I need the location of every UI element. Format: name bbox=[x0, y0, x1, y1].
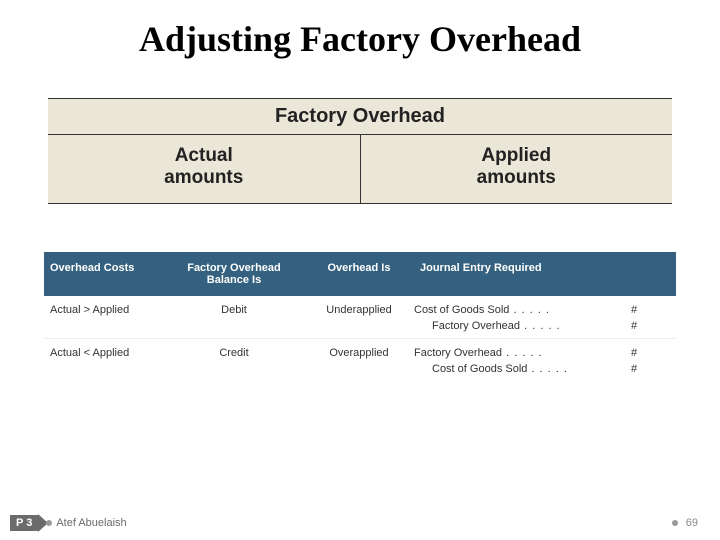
journal-amount: # bbox=[614, 347, 654, 359]
col-header-journal-entry: Journal Entry Required bbox=[414, 258, 614, 290]
footer-author: Atef Abuelaish bbox=[46, 517, 126, 529]
col-header-balance-is: Factory Overhead Balance Is bbox=[164, 258, 304, 290]
table-row: Actual > Applied Debit Underapplied Cost… bbox=[44, 296, 676, 338]
cell-balance: Debit bbox=[164, 304, 304, 316]
journal-account: Cost of Goods Sold bbox=[414, 363, 614, 375]
journal-amount: # bbox=[614, 320, 654, 332]
factory-overhead-box: Factory Overhead Actual amounts Applied … bbox=[48, 98, 672, 204]
cell-balance: Credit bbox=[164, 347, 304, 359]
col-header-overhead-is: Overhead Is bbox=[304, 258, 414, 290]
fo-header: Factory Overhead bbox=[48, 98, 672, 135]
bullet-icon bbox=[46, 520, 52, 526]
fo-applied-line2: amounts bbox=[361, 167, 673, 189]
slide-title: Adjusting Factory Overhead bbox=[0, 0, 720, 60]
fo-actual-line2: amounts bbox=[48, 167, 360, 189]
author-text: Atef Abuelaish bbox=[56, 517, 126, 529]
col-header-balance-line1: Factory Overhead bbox=[170, 262, 298, 274]
col-header-balance-line2: Balance Is bbox=[170, 274, 298, 286]
fo-actual-line1: Actual bbox=[48, 145, 360, 167]
fo-columns: Actual amounts Applied amounts bbox=[48, 135, 672, 204]
journal-amount: # bbox=[614, 304, 654, 316]
bullet-icon bbox=[672, 520, 678, 526]
cell-condition: Actual < Applied bbox=[44, 347, 164, 359]
p3-label: P 3 bbox=[10, 515, 38, 531]
table-row: Actual < Applied Credit Overapplied Fact… bbox=[44, 338, 676, 381]
journal-account: Factory Overhead bbox=[414, 347, 614, 359]
cell-status: Overapplied bbox=[304, 347, 414, 359]
slide-footer: P 3 Atef Abuelaish 69 bbox=[0, 514, 720, 540]
cell-amount: # # bbox=[614, 304, 654, 332]
page-number: 69 bbox=[686, 517, 698, 529]
conditions-body: Actual > Applied Debit Underapplied Cost… bbox=[44, 296, 676, 381]
conditions-table: Overhead Costs Factory Overhead Balance … bbox=[44, 252, 676, 381]
conditions-header-row: Overhead Costs Factory Overhead Balance … bbox=[44, 252, 676, 296]
col-header-amount bbox=[614, 258, 654, 290]
fo-col-actual: Actual amounts bbox=[48, 135, 361, 203]
cell-journal: Factory Overhead Cost of Goods Sold bbox=[414, 347, 614, 375]
journal-amount: # bbox=[614, 363, 654, 375]
cell-status: Underapplied bbox=[304, 304, 414, 316]
cell-amount: # # bbox=[614, 347, 654, 375]
cell-journal: Cost of Goods Sold Factory Overhead bbox=[414, 304, 614, 332]
journal-account: Cost of Goods Sold bbox=[414, 304, 614, 316]
footer-page: 69 bbox=[672, 517, 698, 529]
fo-applied-line1: Applied bbox=[361, 145, 673, 167]
cell-condition: Actual > Applied bbox=[44, 304, 164, 316]
p3-tag: P 3 bbox=[10, 514, 48, 532]
journal-account: Factory Overhead bbox=[414, 320, 614, 332]
footer-left: P 3 Atef Abuelaish bbox=[10, 514, 127, 532]
col-header-overhead-costs: Overhead Costs bbox=[44, 258, 164, 290]
fo-col-applied: Applied amounts bbox=[361, 135, 673, 203]
